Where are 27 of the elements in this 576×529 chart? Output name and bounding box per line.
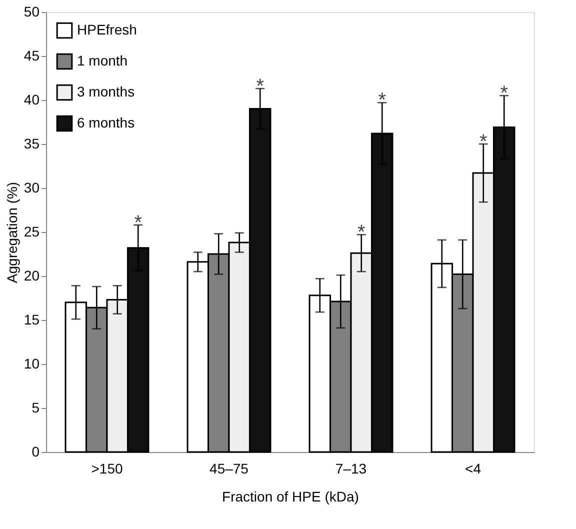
annotation: * (134, 212, 142, 234)
legend-label: 6 months (77, 114, 135, 130)
legend-label: HPEfresh (77, 22, 137, 38)
annotation: * (256, 76, 264, 98)
x-tick-label: 7–13 (335, 460, 367, 476)
y-tick-label: 50 (24, 4, 40, 20)
y-tick-label: 30 (24, 180, 40, 196)
y-tick-label: 0 (32, 444, 40, 460)
x-tick-label: <4 (465, 460, 482, 476)
y-tick-label: 25 (24, 224, 40, 240)
y-tick-label: 20 (24, 268, 40, 284)
annotation: * (500, 82, 508, 105)
legend-label: 3 months (77, 84, 135, 100)
annotation: * (378, 90, 386, 112)
y-tick-label: 35 (24, 136, 40, 152)
y-tick-label: 15 (24, 312, 40, 328)
x-tick-label: 45–75 (210, 460, 249, 476)
annotation: * (479, 131, 488, 153)
legend-label: 1 month (77, 52, 128, 68)
x-tick-label: >150 (91, 460, 123, 476)
y-tick-label: 45 (24, 48, 40, 64)
x-axis-title: Fraction of HPE (kDa) (222, 488, 359, 504)
y-tick-label: 5 (32, 400, 40, 416)
annotation: * (357, 222, 366, 244)
y-axis-title: Aggregation (%) (4, 182, 20, 284)
y-tick-label: 10 (24, 356, 40, 372)
y-tick-label: 40 (24, 92, 40, 108)
